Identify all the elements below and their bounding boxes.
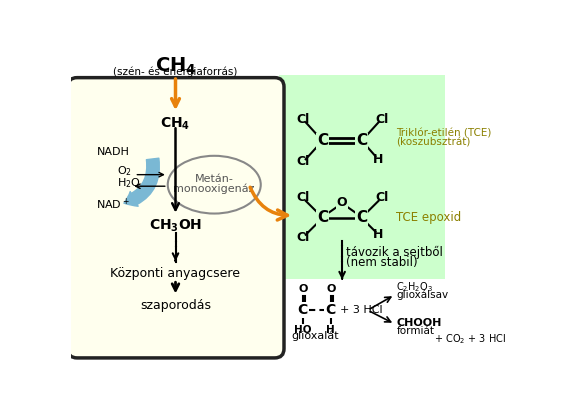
Text: Triklór-etilén (TCE): Triklór-etilén (TCE) (396, 128, 492, 138)
Text: Cl: Cl (296, 231, 309, 244)
Text: formiát: formiát (396, 326, 434, 336)
Text: + CO$_2$ + 3 HCl: + CO$_2$ + 3 HCl (434, 332, 506, 347)
Text: H$_2$O: H$_2$O (117, 176, 141, 190)
Text: C: C (317, 210, 328, 225)
Text: O$_2$: O$_2$ (117, 165, 132, 178)
Text: Cl: Cl (296, 114, 309, 126)
Text: távozik a sejtből: távozik a sejtből (346, 246, 443, 260)
Text: HO: HO (294, 325, 311, 335)
Text: glioxálsav: glioxálsav (396, 290, 448, 300)
Text: C: C (356, 210, 367, 225)
Text: Cl: Cl (375, 191, 388, 204)
Text: C: C (325, 303, 336, 317)
Text: C: C (298, 303, 308, 317)
Text: Központi anyagcsere: Központi anyagcsere (111, 267, 240, 280)
Text: $\mathbf{CH_4}$: $\mathbf{CH_4}$ (160, 115, 191, 132)
Text: TCE epoxid: TCE epoxid (396, 211, 462, 224)
Text: CHOOH: CHOOH (396, 317, 442, 327)
Text: NAD$^+$: NAD$^+$ (96, 196, 130, 212)
Text: $\mathbf{CH_4}$: $\mathbf{CH_4}$ (155, 56, 196, 77)
Text: H: H (373, 228, 384, 241)
Text: NADH: NADH (96, 147, 129, 157)
Text: O: O (299, 284, 308, 294)
Text: C: C (317, 133, 328, 148)
FancyBboxPatch shape (278, 75, 445, 280)
Text: (szén- és energiaforrás): (szén- és energiaforrás) (113, 67, 238, 77)
Text: + 3 HCl: + 3 HCl (340, 305, 382, 315)
Text: szaporodás: szaporodás (140, 299, 211, 312)
FancyBboxPatch shape (68, 78, 284, 358)
Text: C: C (356, 133, 367, 148)
Text: H: H (326, 325, 335, 335)
Text: monooxigenáz: monooxigenáz (174, 183, 255, 194)
Text: O: O (327, 284, 336, 294)
Text: (koszubsztrát): (koszubsztrát) (396, 137, 471, 147)
Text: $\mathbf{CH_3OH}$: $\mathbf{CH_3OH}$ (149, 218, 202, 234)
Text: (nem stabil): (nem stabil) (346, 255, 418, 268)
Text: C$_2$H$_2$O$_3$: C$_2$H$_2$O$_3$ (396, 280, 434, 294)
Text: O: O (337, 196, 348, 209)
Text: Cl: Cl (375, 114, 388, 126)
Text: H: H (373, 153, 384, 166)
FancyArrowPatch shape (124, 158, 159, 206)
Text: Cl: Cl (296, 155, 309, 168)
Text: Cl: Cl (296, 191, 309, 204)
Text: glioxalát: glioxalát (291, 331, 339, 342)
Text: Metán-: Metán- (195, 173, 234, 183)
